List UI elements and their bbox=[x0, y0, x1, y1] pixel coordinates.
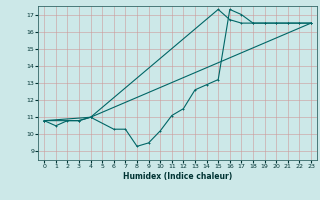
X-axis label: Humidex (Indice chaleur): Humidex (Indice chaleur) bbox=[123, 172, 232, 181]
